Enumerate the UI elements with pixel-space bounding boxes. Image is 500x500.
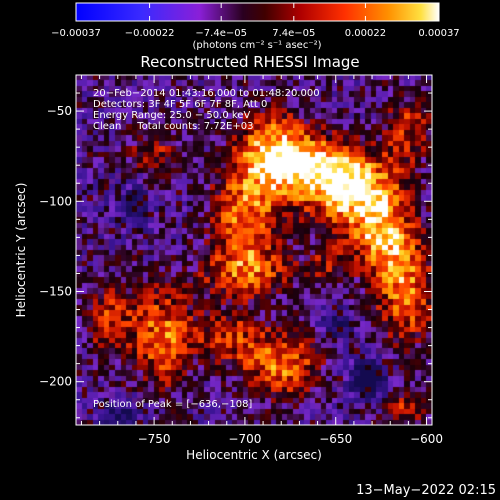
x-tick-label: −600 xyxy=(410,432,443,446)
y-axis-label: Heliocentric Y (arcsec) xyxy=(14,183,28,318)
colorbar-ticks: −0.00037 −0.00022 −7.4e−05 7.4e−05 0.00022 0.… xyxy=(51,3,460,39)
x-tick-label: −750 xyxy=(138,432,171,446)
colorbar-tick-label: 0.00037 xyxy=(418,28,459,39)
plot-frame xyxy=(75,74,433,426)
annotation-peak-position: Position of Peak = [−636,−108] xyxy=(93,399,252,410)
y-tick-label: −200 xyxy=(39,375,72,389)
colorbar-tick-label: −0.00037 xyxy=(51,28,101,39)
colorbar-tick-label: 7.4e−05 xyxy=(272,28,315,39)
annotation-time-range: 20−Feb−2014 01:43:16.000 to 01:48:20.000 xyxy=(93,88,320,99)
y-tick-label: −150 xyxy=(39,284,72,298)
heatmap-image xyxy=(76,75,432,425)
x-tick-label: −700 xyxy=(228,432,261,446)
heatmap-plot xyxy=(75,74,433,426)
chart-title: Reconstructed RHESSI Image xyxy=(140,53,359,71)
annotation-energy-range: Energy Range: 25.0 − 50.0 keV xyxy=(93,110,250,121)
x-tick-label: −650 xyxy=(319,432,352,446)
y-tick-label: −50 xyxy=(47,104,72,118)
y-tick-label: −100 xyxy=(39,194,72,208)
colorbar-tick-label: −7.4e−05 xyxy=(195,28,247,39)
colorbar xyxy=(75,2,440,22)
date-stamp: 13−May−2022 02:15 xyxy=(356,483,496,498)
colorbar-unit-label: (photons cm⁻² s⁻¹ asec⁻²) xyxy=(192,40,321,51)
colorbar-tick-label: 0.00022 xyxy=(345,28,386,39)
axis-ticks: −750 −700 −650 −600 −50 −100 −150 −200 xyxy=(39,75,443,446)
colorbar-tick-label: −0.00022 xyxy=(125,28,175,39)
annotation-detectors: Detectors: 3F 4F 5F 6F 7F 8F, Att 0 xyxy=(93,99,267,110)
x-axis-label: Heliocentric X (arcsec) xyxy=(186,448,322,462)
annotation-algorithm: Clean Total counts: 7.72E+03 xyxy=(93,121,253,132)
